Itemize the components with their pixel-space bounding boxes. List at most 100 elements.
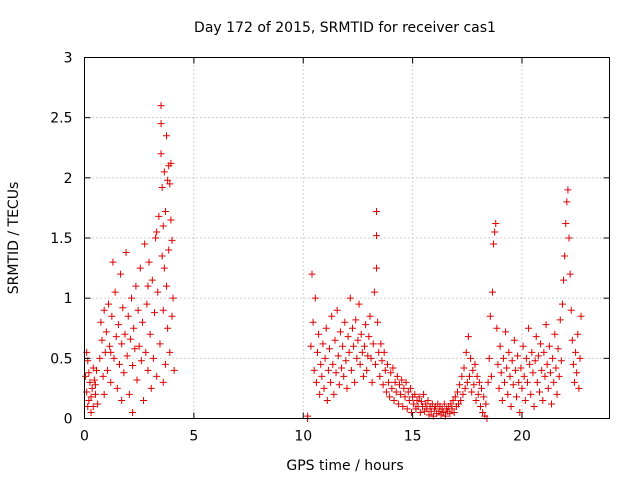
data-point	[145, 258, 153, 266]
data-point	[146, 330, 154, 338]
y-tick-label: 1.5	[50, 231, 72, 247]
data-point	[159, 306, 167, 314]
data-point	[354, 336, 362, 344]
data-point	[318, 372, 326, 380]
data-point	[323, 396, 331, 404]
data-point	[379, 381, 387, 389]
data-point	[99, 372, 107, 380]
data-point	[450, 408, 458, 416]
data-point	[90, 376, 98, 384]
data-point	[507, 402, 515, 410]
data-point	[366, 312, 374, 320]
data-point	[529, 369, 537, 377]
data-point	[373, 232, 381, 240]
data-point	[358, 348, 366, 356]
data-point	[319, 340, 327, 348]
data-point	[309, 318, 317, 326]
data-point	[370, 288, 378, 296]
data-point	[97, 318, 105, 326]
data-point	[408, 408, 416, 416]
y-axis-title: SRMTID / TECUs	[6, 182, 22, 295]
data-point	[392, 388, 400, 396]
data-point	[308, 270, 316, 278]
data-point	[332, 369, 340, 377]
data-point	[531, 357, 539, 365]
data-point	[511, 366, 519, 374]
data-point	[457, 396, 465, 404]
data-point	[111, 288, 119, 296]
data-point	[166, 180, 174, 188]
data-point	[129, 362, 137, 370]
data-point	[124, 312, 132, 320]
data-point	[144, 366, 152, 374]
data-point	[461, 384, 469, 392]
data-point	[153, 228, 161, 236]
data-point	[449, 396, 457, 404]
data-point	[550, 378, 558, 386]
data-point	[164, 176, 172, 184]
data-point	[533, 378, 541, 386]
data-point	[475, 378, 483, 386]
data-point	[89, 364, 97, 372]
data-point	[472, 396, 480, 404]
data-point	[488, 288, 496, 296]
data-point	[398, 376, 406, 384]
data-point	[536, 388, 543, 396]
data-point	[487, 372, 495, 380]
data-point	[490, 240, 498, 248]
data-point	[117, 270, 125, 278]
data-point	[424, 396, 432, 404]
data-point	[141, 240, 149, 248]
data-point	[161, 360, 169, 368]
points-layer	[82, 102, 585, 422]
data-point	[402, 378, 410, 386]
data-point	[361, 342, 368, 350]
data-point	[393, 372, 401, 380]
data-point	[121, 330, 129, 338]
data-point	[336, 328, 344, 336]
data-point	[485, 354, 493, 362]
data-point	[377, 340, 385, 348]
data-point	[568, 336, 576, 344]
data-point	[463, 378, 471, 386]
data-point	[508, 357, 516, 365]
data-point	[460, 364, 468, 372]
data-point	[557, 357, 565, 365]
data-point	[130, 324, 138, 332]
data-point	[151, 309, 158, 317]
data-point	[558, 300, 566, 308]
data-point	[344, 333, 352, 341]
data-point	[158, 252, 166, 260]
x-tick-label: 20	[513, 429, 531, 445]
data-point	[154, 288, 162, 296]
data-point	[499, 354, 507, 362]
data-point	[530, 402, 538, 410]
data-point	[542, 321, 550, 329]
data-point	[157, 102, 165, 110]
data-point	[329, 360, 337, 368]
data-point	[541, 372, 549, 380]
x-tick-label: 15	[404, 429, 422, 445]
data-point	[330, 390, 338, 398]
data-point	[118, 340, 126, 348]
data-point	[562, 220, 570, 228]
data-point	[532, 333, 540, 341]
data-point	[573, 369, 581, 377]
data-point	[394, 400, 402, 408]
data-point	[158, 183, 166, 191]
data-point	[420, 390, 428, 398]
data-point	[307, 342, 315, 350]
data-point	[85, 369, 93, 377]
data-point	[138, 318, 146, 326]
data-point	[164, 324, 172, 332]
data-point	[567, 306, 575, 314]
data-point	[577, 312, 585, 320]
data-point	[471, 360, 479, 368]
data-point	[575, 384, 583, 392]
data-point	[136, 264, 144, 272]
data-point	[566, 270, 574, 278]
data-point	[467, 354, 475, 362]
data-point	[528, 348, 536, 356]
data-point	[105, 300, 113, 308]
data-point	[155, 212, 163, 220]
